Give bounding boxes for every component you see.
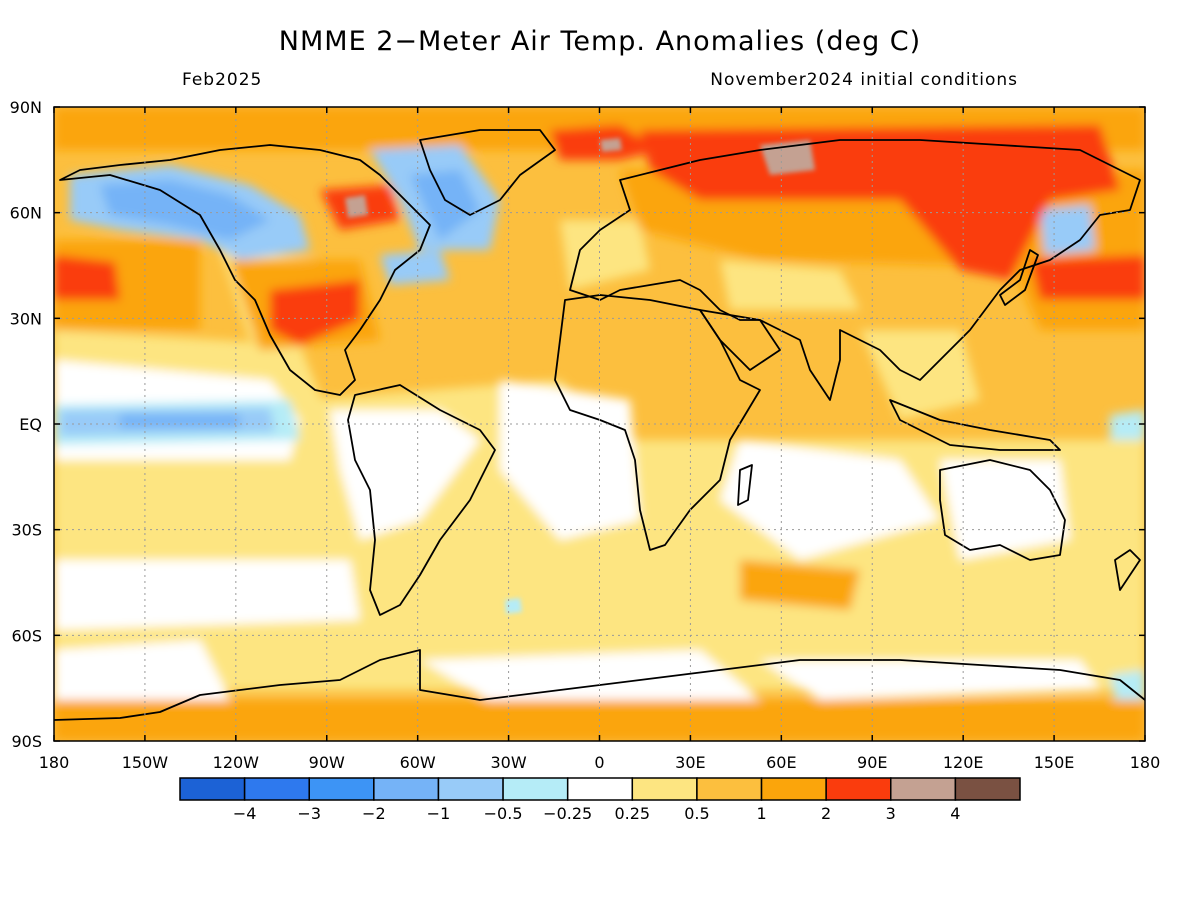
colorbar-label: 4 bbox=[950, 804, 960, 823]
colorbar-swatch bbox=[243, 777, 310, 801]
lon-label: 180 bbox=[1130, 753, 1161, 772]
colorbar-label: 3 bbox=[886, 804, 896, 823]
colorbar-swatch bbox=[890, 777, 957, 801]
longitude-labels: 180 150W 120W 90W 60W 30W 0 30E 60E 90E 120E 150E 18… bbox=[39, 753, 1161, 772]
lon-label: 150W bbox=[122, 753, 169, 772]
lon-label: 30W bbox=[490, 753, 526, 772]
valid-month-label: Feb2025 bbox=[182, 70, 263, 90]
colorbar-swatch bbox=[631, 777, 698, 801]
lat-label: EQ bbox=[19, 415, 42, 434]
latitude-labels: 90N 60N 30N EQ 30S 60S 90S bbox=[10, 98, 42, 751]
colorbar-label: −1 bbox=[427, 804, 451, 823]
colorbar-label: 1 bbox=[756, 804, 766, 823]
colorbar-swatch bbox=[308, 777, 375, 801]
lon-label: 30E bbox=[675, 753, 705, 772]
colorbar-swatch bbox=[696, 777, 763, 801]
lon-label: 90W bbox=[309, 753, 345, 772]
colorbar-label: 2 bbox=[821, 804, 831, 823]
colorbar-swatch bbox=[954, 777, 1021, 801]
colorbar-label: −3 bbox=[297, 804, 321, 823]
colorbar-label: −2 bbox=[362, 804, 386, 823]
lat-label: 60S bbox=[11, 626, 42, 645]
lon-label: 0 bbox=[594, 753, 604, 772]
graticule bbox=[54, 107, 1145, 741]
colorbar bbox=[179, 777, 1021, 801]
initial-conditions-label: November2024 initial conditions bbox=[710, 70, 1018, 90]
latitude-ticks bbox=[54, 106, 1145, 742]
lon-label: 60W bbox=[400, 753, 436, 772]
chart-title: NMME 2−Meter Air Temp. Anomalies (deg C) bbox=[278, 26, 922, 57]
lat-label: 90S bbox=[11, 732, 42, 751]
lon-label: 60E bbox=[766, 753, 796, 772]
lat-label: 30N bbox=[10, 309, 42, 328]
colorbar-swatch bbox=[825, 777, 892, 801]
longitude-ticks bbox=[53, 107, 1146, 741]
lon-label: 120W bbox=[213, 753, 260, 772]
lon-label: 180 bbox=[39, 753, 70, 772]
lon-label: 90E bbox=[857, 753, 887, 772]
colorbar-swatch bbox=[437, 777, 504, 801]
colorbar-swatch bbox=[373, 777, 440, 801]
colorbar-swatch bbox=[760, 777, 827, 801]
colorbar-label: −0.5 bbox=[484, 804, 523, 823]
coastlines bbox=[54, 129, 1145, 721]
colorbar-label: −0.25 bbox=[543, 804, 592, 823]
lon-label: 150E bbox=[1034, 753, 1075, 772]
lon-label: 120E bbox=[943, 753, 984, 772]
lat-label: 60N bbox=[10, 204, 42, 223]
colorbar-swatch bbox=[566, 777, 634, 801]
colorbar-swatch bbox=[179, 777, 246, 801]
colorbar-label: −4 bbox=[233, 804, 257, 823]
colorbar-labels: −4 −3 −2 −1 −0.5 −0.25 0.25 0.5 1 2 3 4 bbox=[233, 804, 961, 823]
colorbar-swatch bbox=[502, 777, 569, 801]
colorbar-label: 0.5 bbox=[684, 804, 709, 823]
lat-label: 30S bbox=[11, 521, 42, 540]
lat-label: 90N bbox=[10, 98, 42, 117]
colorbar-label: 0.25 bbox=[614, 804, 650, 823]
